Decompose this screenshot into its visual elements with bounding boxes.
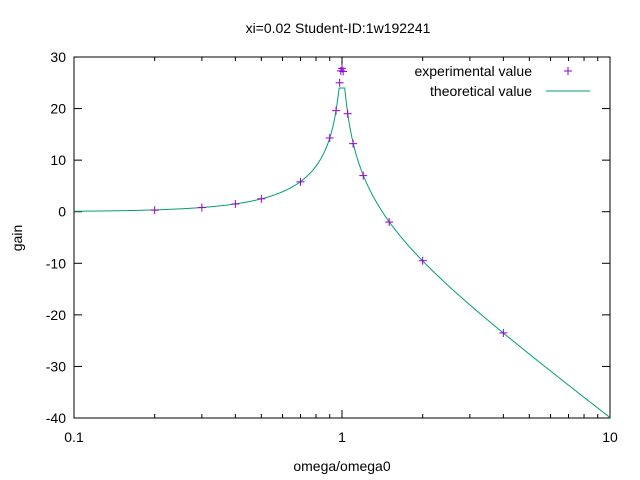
- theoretical-series: [74, 87, 611, 418]
- y-tick-label: 30: [50, 49, 66, 65]
- data-point: [385, 218, 394, 227]
- axis-ticks: 30 20 10 0 -10 -20 -30 -40 0.1 1 10: [46, 49, 618, 445]
- x-tick-label: 0.1: [64, 429, 84, 445]
- plot-frame: [73, 56, 611, 419]
- x-tick-label: 1: [338, 429, 346, 445]
- y-tick-label: 0: [58, 204, 66, 220]
- x-axis-label: omega/omega0: [293, 458, 391, 474]
- legend-marker-experimental: [564, 67, 572, 75]
- data-point: [339, 67, 348, 76]
- data-point: [296, 177, 305, 186]
- y-tick-label: 10: [50, 152, 66, 168]
- legend-label-experimental: experimental value: [414, 63, 532, 79]
- legend: experimental value theoretical value: [414, 63, 590, 99]
- data-point: [257, 194, 266, 203]
- data-point: [197, 203, 206, 212]
- theoretical-line: [74, 87, 611, 418]
- chart-title: xi=0.02 Student-ID:1w192241: [246, 20, 431, 36]
- data-point: [150, 206, 159, 215]
- data-point: [335, 78, 344, 87]
- data-point: [359, 171, 368, 180]
- y-tick-label: -40: [46, 410, 66, 426]
- y-tick-label: -10: [46, 255, 66, 271]
- data-point: [343, 109, 352, 118]
- data-point: [231, 199, 240, 208]
- data-point: [499, 328, 508, 337]
- data-point: [418, 256, 427, 265]
- y-tick-label: -30: [46, 358, 66, 374]
- data-point: [332, 106, 341, 115]
- experimental-series: [150, 64, 508, 337]
- data-point: [325, 133, 334, 142]
- legend-marker-plus: [564, 67, 572, 75]
- y-axis-label: gain: [9, 225, 25, 251]
- legend-label-theoretical: theoretical value: [430, 83, 532, 99]
- x-tick-label: 10: [602, 429, 618, 445]
- data-point: [349, 139, 358, 148]
- y-tick-label: 20: [50, 101, 66, 117]
- y-tick-label: -20: [46, 307, 66, 323]
